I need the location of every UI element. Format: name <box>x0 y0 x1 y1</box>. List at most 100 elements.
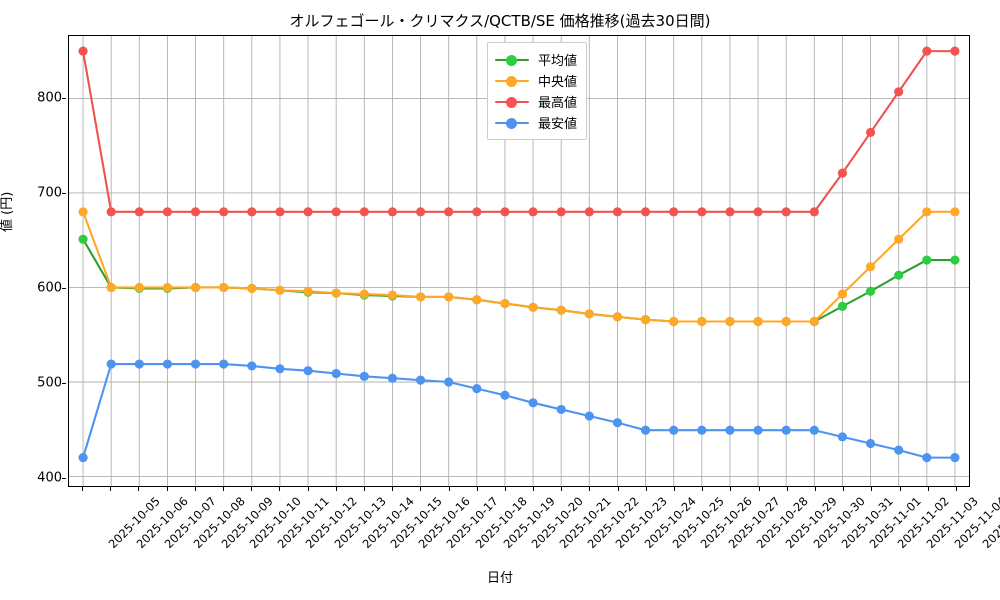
y-tick-label: 500 <box>37 375 62 391</box>
data-point <box>247 361 257 371</box>
data-point <box>106 359 116 369</box>
data-point <box>247 283 257 293</box>
x-tick-mark <box>955 487 957 491</box>
data-point <box>809 316 819 327</box>
data-point <box>922 207 932 217</box>
data-point <box>753 425 763 435</box>
chart-title: オルフェゴール・クリマクス/QCTB/SE 価格推移(過去30日間) <box>289 12 711 30</box>
legend-label: 中央値 <box>538 75 578 90</box>
data-point <box>219 359 229 369</box>
x-tick-mark <box>927 487 929 491</box>
legend-item-4[interactable]: 最安値 <box>495 112 577 133</box>
grid-lines <box>69 36 969 486</box>
data-point <box>331 207 341 217</box>
data-point <box>809 207 819 217</box>
data-point <box>950 255 960 265</box>
plot-area <box>68 35 970 487</box>
data-point <box>837 301 848 311</box>
legend-item-1[interactable]: 平均値 <box>495 49 577 70</box>
x-tick-mark <box>617 487 619 491</box>
data-point <box>781 316 791 327</box>
data-point <box>387 290 398 300</box>
data-point <box>359 289 369 299</box>
data-point <box>669 316 679 327</box>
legend-swatch-icon <box>495 74 529 88</box>
data-point <box>134 359 144 369</box>
x-tick-mark <box>702 487 704 491</box>
x-tick-mark <box>448 487 450 491</box>
data-point <box>697 425 707 435</box>
x-tick-mark <box>392 487 394 491</box>
x-tick-mark <box>814 487 816 491</box>
y-tick-mark <box>62 477 66 479</box>
x-tick-mark <box>251 487 253 491</box>
data-point <box>556 305 566 315</box>
data-point <box>669 425 679 435</box>
legend-label: 最高値 <box>538 96 578 111</box>
data-point <box>894 445 904 455</box>
y-tick-mark <box>62 97 66 99</box>
x-axis-ticks: 2025-10-05 2025-10-06 2025-10-07 2025-10-08… <box>68 487 1000 597</box>
data-point <box>528 398 538 408</box>
x-tick-mark <box>476 487 478 491</box>
x-tick-mark <box>138 487 140 491</box>
data-point <box>444 292 454 302</box>
data-point <box>219 282 229 293</box>
legend-label: 最安値 <box>538 117 578 132</box>
data-point <box>640 315 651 325</box>
data-point <box>781 207 791 217</box>
x-axis-label: 日付 <box>486 571 513 586</box>
x-tick-mark <box>589 487 591 491</box>
data-point <box>837 168 848 178</box>
x-tick-mark <box>166 487 168 491</box>
data-point <box>303 286 313 296</box>
legend-swatch-icon <box>495 116 529 130</box>
data-point <box>444 207 454 217</box>
data-point <box>190 282 201 293</box>
legend-item-3[interactable]: 最高値 <box>495 91 577 112</box>
x-tick-mark <box>82 487 84 491</box>
data-point <box>528 302 538 312</box>
data-point <box>612 418 623 428</box>
data-point <box>725 207 735 217</box>
data-point <box>190 359 201 369</box>
data-point <box>359 371 369 381</box>
data-point <box>500 298 510 309</box>
x-tick-mark <box>194 487 196 491</box>
data-point <box>162 359 173 369</box>
data-point <box>528 207 538 217</box>
y-tick-label: 600 <box>37 280 62 296</box>
data-point <box>865 438 876 449</box>
x-tick-mark <box>561 487 563 491</box>
data-point <box>865 286 876 296</box>
series-3 <box>78 46 960 217</box>
series-1 <box>78 234 960 327</box>
data-point <box>584 411 594 421</box>
x-tick-mark <box>279 487 281 491</box>
y-axis-ticks: 400 500 600 700 800 <box>0 35 66 487</box>
data-point <box>922 46 932 56</box>
x-tick-mark <box>223 487 225 491</box>
data-point <box>106 207 116 217</box>
data-point <box>950 46 960 56</box>
x-tick-mark <box>674 487 676 491</box>
legend-item-2[interactable]: 中央値 <box>495 70 577 91</box>
x-tick-mark <box>533 487 535 491</box>
legend-label: 平均値 <box>538 54 578 69</box>
data-point <box>472 295 482 305</box>
data-point <box>275 207 285 217</box>
x-tick-mark <box>899 487 901 491</box>
data-point <box>697 207 707 217</box>
series-2 <box>78 207 960 327</box>
data-point <box>809 425 819 435</box>
y-tick-mark <box>62 287 66 289</box>
x-tick-mark <box>786 487 788 491</box>
data-point <box>725 316 735 327</box>
data-point <box>219 207 229 217</box>
data-point <box>106 282 116 293</box>
data-point <box>359 207 369 217</box>
data-point <box>500 207 510 217</box>
data-point <box>612 312 623 322</box>
data-point <box>78 207 88 217</box>
data-point <box>556 207 566 217</box>
